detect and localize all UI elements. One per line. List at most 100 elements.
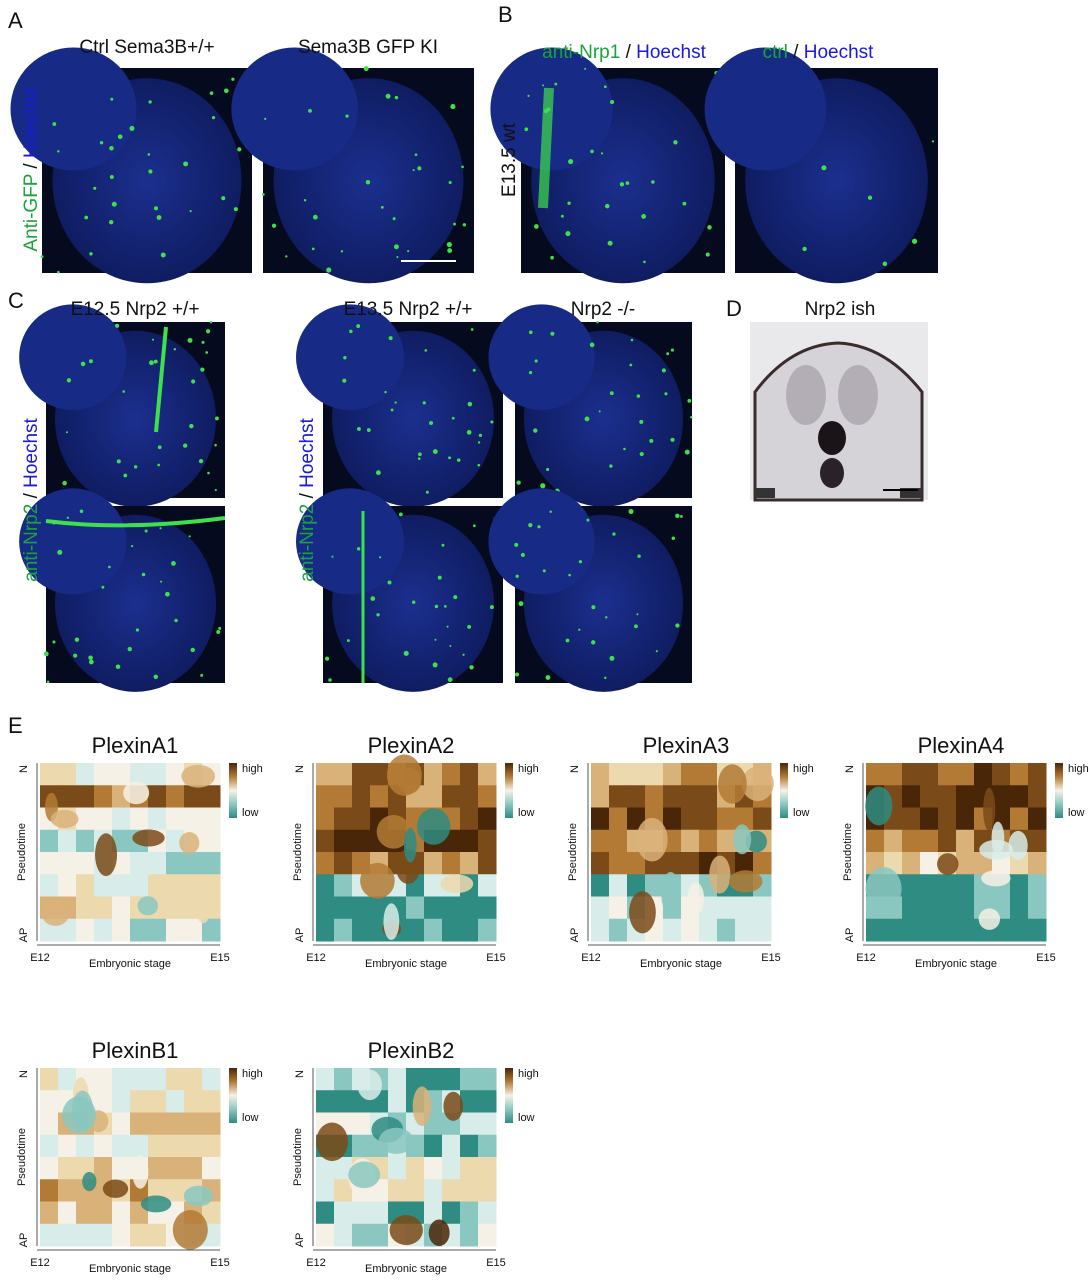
signal (407, 250, 410, 253)
signal (111, 201, 117, 207)
micrograph (490, 47, 726, 284)
y-label: Pseudotime (567, 823, 579, 881)
heat-cell (94, 1090, 113, 1113)
heat-blob (389, 1215, 423, 1246)
heat-cell (442, 785, 461, 808)
heat-cell (112, 918, 131, 942)
heat-cell (902, 807, 921, 831)
y-top: N (844, 765, 856, 773)
heat-cell (334, 852, 353, 875)
heat-cell (148, 918, 167, 942)
heat-cell (202, 1068, 221, 1091)
signal (135, 628, 140, 632)
tissue (231, 47, 358, 171)
heat-cell (460, 1201, 479, 1225)
heat-blob (661, 871, 681, 916)
heat-cell (938, 785, 957, 808)
signal (687, 398, 692, 403)
signal (147, 153, 151, 156)
signal (447, 677, 453, 682)
signal (200, 367, 205, 372)
heat-cell (460, 785, 479, 808)
signal (675, 513, 680, 519)
signal (153, 359, 158, 364)
signal (160, 580, 163, 583)
x-left: E12 (30, 1257, 50, 1269)
y-top: N (18, 1070, 30, 1078)
signal (189, 210, 192, 213)
heat-cell (442, 918, 461, 942)
signal (673, 140, 678, 145)
heat-cell (681, 785, 700, 808)
signal (628, 509, 634, 515)
signal (149, 360, 154, 366)
signal (600, 152, 604, 155)
signal (93, 186, 97, 190)
signal (470, 328, 474, 331)
heat-cell (460, 829, 479, 853)
signal (148, 169, 153, 174)
heat-cell (76, 896, 95, 920)
heat-cell (478, 829, 497, 853)
heat-cell (184, 1068, 203, 1091)
heat-cell (148, 852, 167, 875)
heat-cell (1028, 807, 1047, 831)
heat-cell (184, 1157, 203, 1180)
heat-cell (334, 1157, 353, 1180)
heat-cell (130, 852, 149, 875)
heat-cell (316, 829, 335, 853)
heat-cell (166, 896, 185, 920)
heat-cell (442, 1068, 461, 1091)
signal (261, 193, 265, 196)
heat-blob (636, 817, 668, 862)
x-left: E12 (581, 952, 601, 964)
heat-cell (370, 763, 389, 786)
signal (205, 329, 211, 334)
panel-letter: A (8, 8, 23, 33)
heat-cell (406, 1179, 425, 1202)
signal (84, 215, 89, 220)
heat-cell (352, 1112, 371, 1136)
heat-cell (866, 763, 885, 786)
heat-cell (992, 785, 1011, 808)
heat-cell (406, 918, 425, 942)
tissue (488, 304, 595, 411)
heat-cell (717, 896, 736, 920)
x-right: E15 (210, 1257, 230, 1269)
heat-cell (316, 1068, 335, 1091)
signal (636, 394, 641, 398)
signal (451, 416, 455, 420)
heat-blob (733, 824, 752, 855)
heat-cell (58, 829, 77, 853)
signal (99, 141, 104, 145)
heat-cell (388, 1090, 407, 1113)
signal (518, 601, 524, 607)
heat-cell (938, 874, 957, 897)
heat-cell (130, 1112, 149, 1136)
legend-bar (505, 763, 513, 818)
heat-cell (94, 874, 113, 897)
signal (453, 222, 456, 226)
signal (343, 356, 347, 360)
signal (375, 470, 381, 476)
heat-cell (699, 785, 718, 808)
heat-cell (902, 763, 921, 786)
heat-blob (687, 882, 705, 915)
heat-cell (920, 829, 939, 853)
heat-cell (202, 785, 221, 808)
stain-label: anti-Nrp2 / Hoechst (21, 417, 42, 581)
heat-cell (627, 785, 646, 808)
heat-blob (428, 1219, 450, 1247)
heat-cell (76, 785, 95, 808)
signal (144, 529, 148, 533)
signal (478, 433, 483, 437)
signal (357, 427, 361, 431)
tissue (19, 304, 127, 411)
signal (115, 664, 121, 670)
signal (412, 169, 415, 172)
signal (467, 401, 473, 407)
heat-blob (983, 787, 996, 831)
y-label: Pseudotime (16, 1128, 28, 1186)
